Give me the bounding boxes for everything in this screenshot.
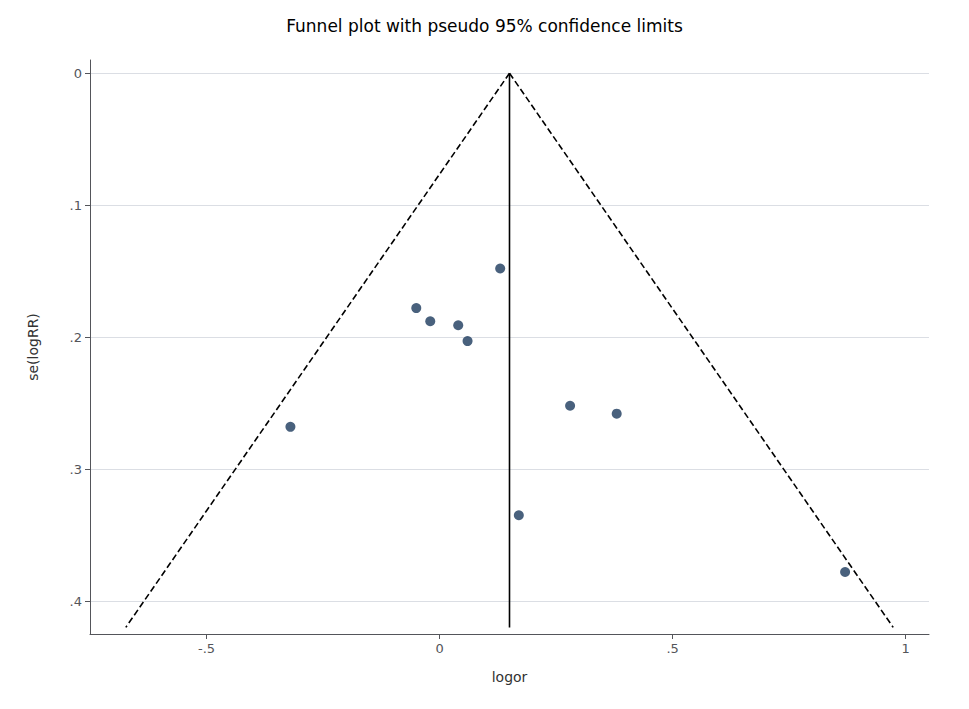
svg-text:.4: .4 (70, 594, 82, 609)
svg-text:se(logRR): se(logRR) (25, 313, 41, 381)
svg-text:.5: .5 (666, 641, 678, 656)
svg-text:.2: .2 (70, 330, 82, 345)
svg-text:-.5: -.5 (198, 641, 215, 656)
svg-text:0: 0 (74, 66, 82, 81)
svg-text:.3: .3 (70, 462, 82, 477)
svg-text:logor: logor (492, 669, 528, 685)
svg-text:0: 0 (435, 641, 443, 656)
svg-text:.1: .1 (70, 198, 82, 213)
svg-text:Funnel plot with pseudo 95% co: Funnel plot with pseudo 95% confidence l… (286, 16, 683, 36)
svg-text:1: 1 (902, 641, 910, 656)
